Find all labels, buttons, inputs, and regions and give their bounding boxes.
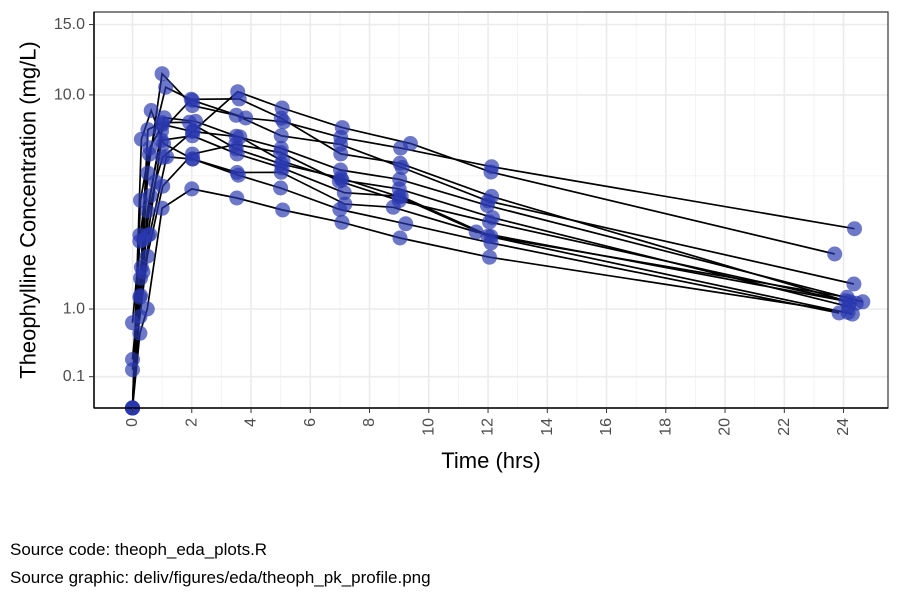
data-point	[229, 190, 245, 206]
data-point	[334, 120, 350, 136]
data-point	[392, 155, 408, 171]
data-point	[483, 164, 499, 180]
data-point	[139, 203, 155, 219]
data-points	[125, 66, 871, 416]
data-point	[337, 196, 353, 212]
data-point	[229, 165, 245, 180]
x-tick-label: 14	[539, 418, 556, 436]
data-point	[333, 162, 348, 178]
data-point	[838, 293, 854, 309]
data-point	[139, 248, 155, 264]
source-code-caption: Source code: theoph_eda_plots.R	[10, 540, 268, 559]
data-point	[133, 131, 149, 147]
data-point	[331, 173, 347, 189]
y-tick-label: 1.0	[63, 301, 85, 318]
x-tick-label: 6	[302, 418, 319, 427]
data-point	[183, 91, 199, 107]
data-point	[158, 79, 174, 95]
data-point	[132, 325, 148, 341]
data-point	[184, 181, 200, 197]
data-point	[336, 185, 352, 201]
data-point	[334, 214, 350, 230]
x-tick-label: 0	[124, 418, 141, 427]
axes: 0 2 4 6 8 10 12 14 16 18 20 22 240.11.010.015.0	[54, 12, 888, 436]
data-point	[143, 103, 159, 118]
y-axis-title: Theophylline Concentration (mg/L)	[16, 41, 41, 379]
x-tick-label: 2	[183, 418, 200, 427]
data-point	[846, 276, 862, 292]
x-tick-label: 16	[598, 418, 615, 436]
data-point	[139, 301, 155, 317]
y-tick-label: 15.0	[54, 16, 85, 33]
data-point	[392, 171, 408, 187]
data-point	[275, 202, 291, 218]
data-point	[482, 249, 497, 265]
data-point	[154, 66, 170, 82]
data-point	[184, 151, 200, 167]
data-point	[154, 200, 170, 216]
data-point	[393, 188, 409, 204]
x-tick-label: 10	[420, 418, 437, 436]
data-point	[483, 229, 499, 244]
data-point	[333, 146, 349, 162]
data-point	[273, 164, 289, 180]
x-tick-label: 18	[657, 418, 674, 436]
data-point	[185, 123, 201, 139]
series-line	[131, 116, 864, 409]
data-point	[402, 136, 418, 151]
x-tick-label: 22	[776, 418, 793, 436]
data-point	[385, 199, 401, 215]
y-tick-label: 0.1	[63, 368, 85, 385]
data-point	[133, 259, 149, 275]
x-tick-label: 4	[243, 418, 260, 427]
data-point	[273, 128, 289, 144]
data-point	[132, 289, 148, 305]
data-point	[827, 246, 843, 262]
data-point	[136, 232, 151, 248]
x-tick-label: 8	[361, 418, 378, 427]
data-point	[273, 110, 289, 126]
data-point	[482, 214, 497, 230]
pk-profile-chart: 0 2 4 6 8 10 12 14 16 18 20 22 240.11.010.015.0 Time…	[16, 11, 889, 473]
data-point	[398, 216, 414, 232]
data-point	[468, 224, 484, 240]
x-axis-title: Time (hrs)	[441, 448, 540, 473]
x-tick-label: 24	[835, 418, 852, 436]
data-point	[273, 180, 289, 196]
data-point	[156, 136, 172, 151]
data-point	[229, 146, 245, 162]
data-point	[147, 174, 163, 190]
data-point	[154, 123, 169, 139]
data-point	[142, 188, 158, 204]
data-point	[273, 145, 289, 160]
data-point	[847, 221, 862, 237]
data-point	[228, 107, 244, 123]
data-point	[484, 188, 500, 204]
data-point	[125, 352, 140, 367]
data-point	[392, 230, 408, 246]
x-tick-label: 12	[480, 418, 497, 436]
data-point	[155, 149, 171, 165]
y-tick-label: 10.0	[54, 86, 85, 103]
data-point	[840, 305, 856, 320]
data-point	[231, 91, 247, 107]
x-tick-label: 20	[717, 418, 734, 436]
data-point	[156, 110, 172, 126]
source-graphic-caption: Source graphic: deliv/figures/eda/theoph…	[10, 568, 431, 587]
